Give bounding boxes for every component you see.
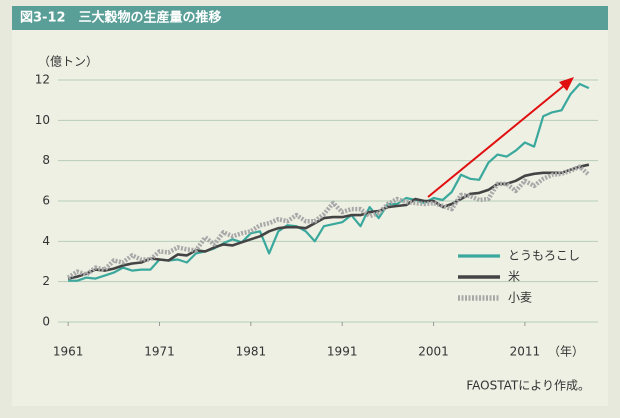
legend-label: 小麦 [508,291,532,305]
legend-label: とうもろこし [508,249,580,263]
x-tick-label: 2011 [510,345,541,359]
legend-label: 米 [508,270,520,284]
x-axis-label: （年） [548,345,584,359]
y-tick-label: 12 [35,73,50,87]
series-line [67,163,590,280]
arrow-head [559,77,574,91]
y-tick-label: 2 [42,274,50,288]
y-tick-label: 10 [35,113,50,127]
panel [12,6,608,406]
x-tick-label: 2001 [418,345,449,359]
y-axis-label: （億トン） [38,55,98,69]
series-line [68,82,590,282]
y-tick-label: 6 [42,194,50,208]
series-line [66,164,591,280]
source-note: FAOSTATにより作成。 [466,379,590,393]
x-tick-label: 1991 [327,345,358,359]
chart-title: 図3-12 三大穀物の生産量の推移 [20,10,222,26]
y-tick-label: 4 [42,234,50,248]
y-tick-label: 8 [42,153,50,167]
trend-arrow [427,83,567,198]
y-tick-label: 0 [42,315,50,329]
x-tick-label: 1961 [53,345,84,359]
title-bar [12,6,608,30]
x-tick-label: 1981 [236,345,267,359]
x-tick-label: 1971 [144,345,175,359]
